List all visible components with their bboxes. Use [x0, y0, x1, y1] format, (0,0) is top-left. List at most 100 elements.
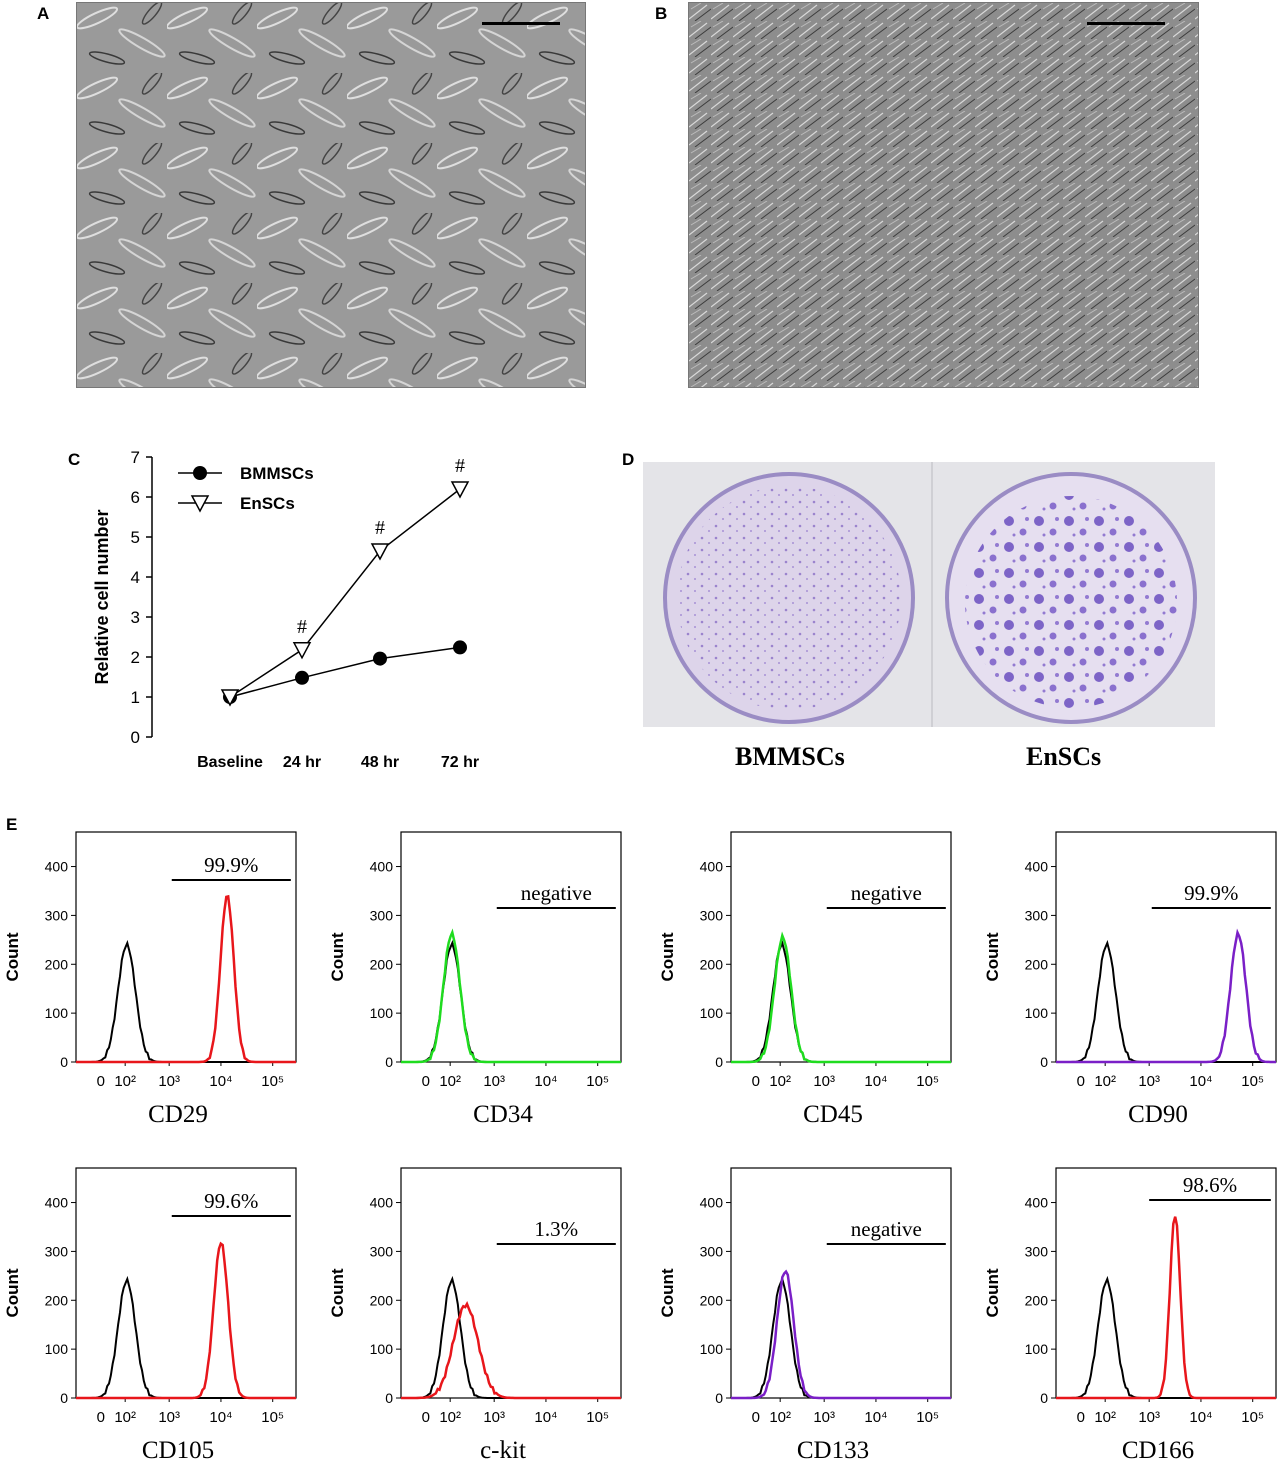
- data-point-EnSCs: [292, 642, 312, 660]
- y-tick-label: 200: [370, 956, 394, 972]
- x-tick-label: 24 hr: [283, 754, 321, 771]
- x-tick-label: 10³: [158, 1409, 180, 1426]
- histogram-cd29: 0 100 200 300 400 Count 0 10² 10³ 10⁴ 10⁵ 99.9% CD29: [3, 831, 297, 1128]
- micrograph-a-cells: [77, 3, 585, 387]
- plot-frame: [400, 1167, 622, 1399]
- marker-name: CD34: [473, 1101, 533, 1128]
- legend-marker-enscs: [190, 495, 210, 513]
- y-axis-label: Count: [983, 932, 1002, 981]
- y-tick-label: 300: [1025, 1243, 1049, 1259]
- histogram-cd105: 0 100 200 300 400 Count 0 10² 10³ 10⁴ 10⁵ 99.6% CD10…: [3, 1167, 297, 1464]
- control-histogram: [76, 939, 296, 1063]
- dish-label-bmmscs: BMMSCs: [735, 742, 845, 771]
- control-histogram: [731, 1275, 951, 1399]
- y-axis-label: Count: [328, 1268, 347, 1317]
- y-tick-label: 5: [131, 528, 140, 547]
- marker-histogram: [76, 894, 296, 1064]
- control-histogram: [401, 1275, 621, 1399]
- y-axis-label: Relative cell number: [92, 509, 112, 684]
- x-tick-label: 10⁵: [586, 1409, 609, 1426]
- x-tick-label: 10³: [483, 1409, 505, 1426]
- y-tick-label: 100: [45, 1005, 69, 1021]
- gate-label: negative: [851, 1217, 922, 1241]
- y-tick-label: 100: [370, 1341, 394, 1357]
- marker-histogram: [401, 928, 621, 1064]
- x-tick-label: 10⁵: [261, 1409, 284, 1426]
- gate-label: 1.3%: [534, 1217, 578, 1241]
- x-tick-label: 10²: [439, 1073, 461, 1090]
- significance-mark: #: [297, 616, 307, 638]
- x-tick-label: 10³: [813, 1073, 835, 1090]
- marker-name: CD166: [1122, 1437, 1194, 1464]
- y-tick-label: 300: [1025, 907, 1049, 923]
- x-tick-label: 10³: [158, 1073, 180, 1090]
- y-axis-label: Count: [658, 932, 677, 981]
- y-tick-label: 200: [700, 1292, 724, 1308]
- micrograph-b: [688, 2, 1199, 388]
- y-tick-label: 100: [700, 1005, 724, 1021]
- panel-label-b: B: [655, 4, 668, 23]
- y-tick-label: 0: [385, 1054, 393, 1070]
- data-point-BMMSCs: [453, 640, 467, 655]
- x-tick-label: 0: [752, 1409, 760, 1426]
- gate-label: 99.6%: [204, 1189, 258, 1213]
- data-point-EnSCs: [220, 689, 240, 707]
- x-tick-label: 10³: [483, 1073, 505, 1090]
- x-tick-label: 10²: [439, 1409, 461, 1426]
- x-tick-label: 0: [97, 1409, 105, 1426]
- x-tick-label: 10⁴: [864, 1073, 887, 1090]
- panel-label-c: C: [68, 450, 81, 469]
- x-tick-label: 10⁵: [261, 1073, 284, 1090]
- marker-name: c-kit: [480, 1437, 526, 1464]
- significance-mark: #: [375, 517, 385, 539]
- y-tick-label: 200: [1025, 956, 1049, 972]
- y-tick-label: 0: [1040, 1390, 1048, 1406]
- y-tick-label: 0: [131, 728, 140, 747]
- micrograph-a: [76, 2, 586, 388]
- y-tick-label: 0: [1040, 1054, 1048, 1070]
- y-tick-label: 3: [131, 608, 140, 627]
- x-tick-label: 10²: [1094, 1409, 1116, 1426]
- y-tick-label: 300: [700, 1243, 724, 1259]
- x-tick-label: 10⁵: [1241, 1073, 1264, 1090]
- marker-name: CD90: [1128, 1101, 1188, 1128]
- y-tick-label: 0: [60, 1054, 68, 1070]
- control-histogram: [731, 939, 951, 1063]
- x-tick-label: 0: [97, 1073, 105, 1090]
- y-tick-label: 100: [1025, 1005, 1049, 1021]
- y-tick-label: 7: [131, 448, 140, 467]
- y-tick-label: 0: [60, 1390, 68, 1406]
- marker-name: CD105: [142, 1437, 214, 1464]
- micrograph-b-cells: [689, 3, 1198, 387]
- legend-label-bmmscs: BMMSCs: [240, 464, 314, 483]
- gate-label: 99.9%: [204, 853, 258, 877]
- x-tick-label: 0: [422, 1073, 430, 1090]
- x-tick-label: 10⁴: [534, 1073, 557, 1090]
- series-line-EnSCs: [229, 488, 461, 698]
- gate-label: 99.9%: [1184, 881, 1238, 905]
- y-tick-label: 200: [1025, 1292, 1049, 1308]
- y-tick-label: 6: [131, 488, 140, 507]
- plot-frame: [400, 831, 622, 1063]
- scale-bar-a: [482, 22, 560, 25]
- significance-mark: #: [455, 455, 465, 477]
- y-tick-label: 300: [370, 907, 394, 923]
- y-tick-label: 300: [700, 907, 724, 923]
- y-tick-label: 100: [1025, 1341, 1049, 1357]
- y-axis-label: Count: [658, 1268, 677, 1317]
- x-tick-label: 10⁴: [1189, 1409, 1212, 1426]
- x-tick-label: 72 hr: [441, 754, 479, 771]
- marker-name: CD29: [148, 1101, 208, 1128]
- data-point-BMMSCs: [295, 670, 309, 685]
- x-tick-label: 10⁴: [864, 1409, 887, 1426]
- y-tick-label: 400: [45, 859, 69, 875]
- histogram-cd133: 0 100 200 300 400 Count 0 10² 10³ 10⁴ 10⁵ negative C…: [658, 1167, 952, 1464]
- x-tick-label: 0: [1077, 1409, 1085, 1426]
- marker-histogram: [401, 1300, 621, 1400]
- data-point-EnSCs: [370, 543, 390, 561]
- colony-dishes-photo: [643, 462, 1215, 727]
- plot-frame: [730, 831, 952, 1063]
- marker-histogram: [1056, 1216, 1276, 1400]
- x-tick-label: 10⁴: [209, 1073, 232, 1090]
- x-tick-label: Baseline: [197, 754, 263, 771]
